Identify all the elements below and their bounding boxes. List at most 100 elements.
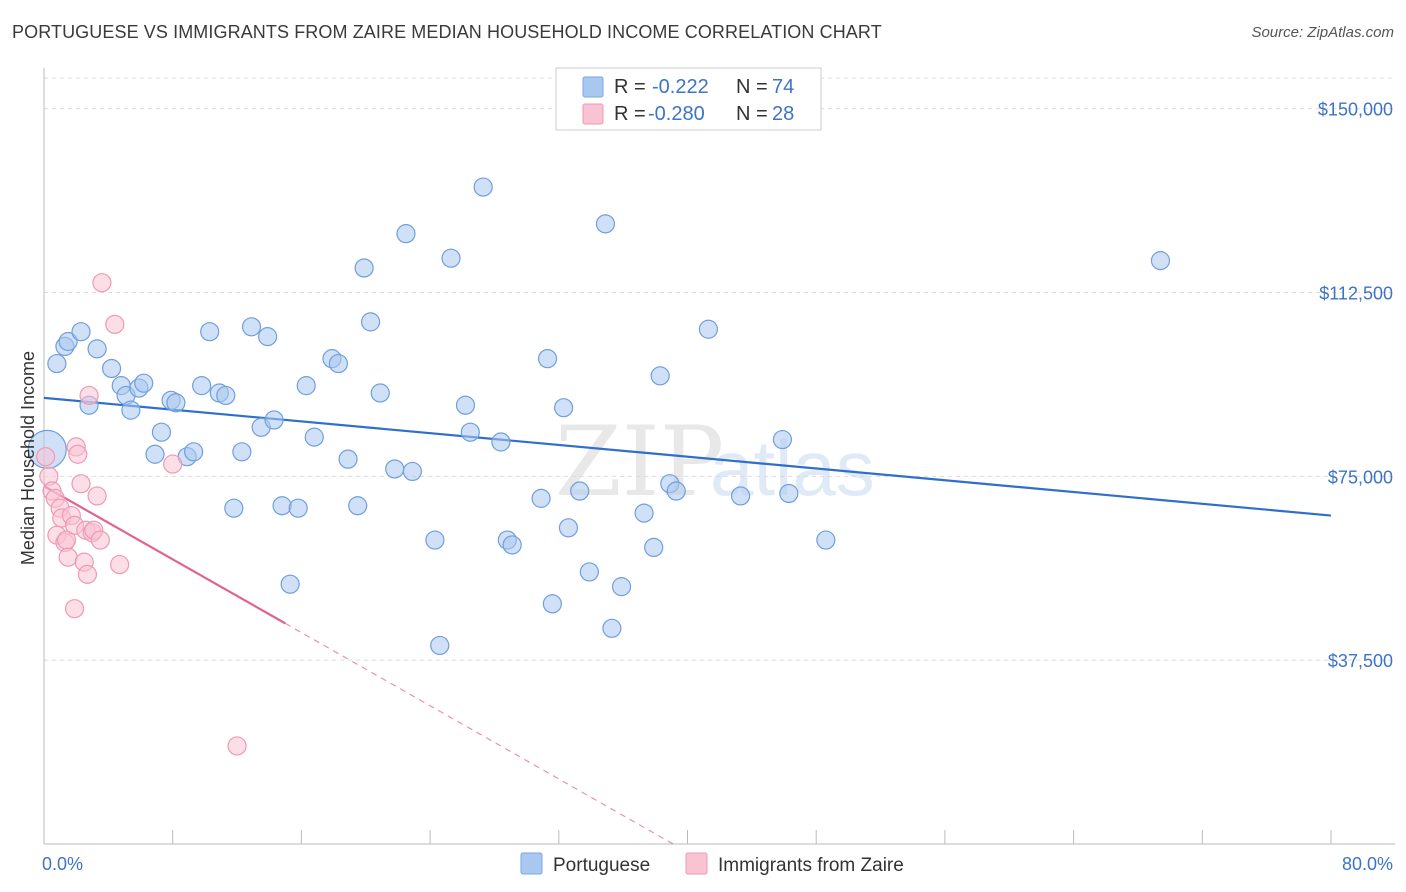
point-portuguese xyxy=(192,376,212,396)
trend-line-portuguese xyxy=(43,396,1332,517)
point-portuguese xyxy=(354,258,374,278)
point-portuguese xyxy=(232,442,252,462)
x-tick-labels: 0.0% 80.0% xyxy=(42,854,1393,874)
bottom-legend: Portuguese Immigrants from Zaire xyxy=(520,852,904,876)
legend-n-label: N = xyxy=(736,103,768,125)
legend-swatch-portuguese xyxy=(582,76,604,98)
point-portuguese xyxy=(579,562,599,582)
point-zaire xyxy=(105,314,125,334)
point-zaire xyxy=(36,447,56,467)
watermark-zip: ZIP xyxy=(555,406,724,518)
chart-title: PORTUGUESE VS IMMIGRANTS FROM ZAIRE MEDI… xyxy=(12,22,882,42)
y-tick-label: $112,500 xyxy=(1319,283,1393,303)
point-portuguese xyxy=(370,383,390,403)
point-portuguese xyxy=(558,518,579,538)
y-tick-label: $150,000 xyxy=(1318,100,1393,120)
point-portuguese xyxy=(134,373,154,393)
legend-n-label: N = xyxy=(736,76,768,98)
point-portuguese xyxy=(264,410,284,430)
point-portuguese xyxy=(402,461,423,482)
legend-box: R = -0.222 N = 74 R = -0.280 N = 28 xyxy=(555,67,822,131)
point-portuguese xyxy=(224,498,244,518)
point-portuguese xyxy=(71,322,91,342)
point-portuguese xyxy=(537,349,558,369)
point-portuguese xyxy=(772,429,793,450)
point-portuguese xyxy=(473,177,493,197)
point-portuguese xyxy=(151,422,172,442)
point-portuguese xyxy=(441,248,461,268)
point-portuguese xyxy=(650,366,670,386)
point-portuguese xyxy=(328,353,349,374)
point-portuguese xyxy=(272,496,292,516)
point-portuguese xyxy=(296,376,316,396)
point-portuguese xyxy=(338,449,358,469)
point-zaire xyxy=(64,599,85,619)
point-portuguese xyxy=(430,635,450,656)
point-portuguese xyxy=(611,577,632,597)
point-portuguese xyxy=(602,618,622,638)
point-zaire xyxy=(87,486,107,506)
point-portuguese xyxy=(644,537,664,558)
y-tick-label: $37,500 xyxy=(1328,651,1393,671)
point-portuguese xyxy=(101,358,122,379)
point-zaire xyxy=(227,736,247,756)
point-zaire xyxy=(77,564,98,584)
point-zaire xyxy=(92,273,112,293)
legend-swatch-zaire xyxy=(582,103,604,125)
point-portuguese xyxy=(455,395,476,415)
point-portuguese xyxy=(460,422,480,442)
point-portuguese xyxy=(216,385,236,406)
point-portuguese xyxy=(491,432,511,452)
point-portuguese xyxy=(304,427,324,447)
point-portuguese xyxy=(570,481,590,501)
point-portuguese xyxy=(816,530,836,550)
point-portuguese xyxy=(58,331,78,352)
point-portuguese xyxy=(200,322,220,342)
trend-lines xyxy=(43,396,1332,845)
point-portuguese xyxy=(145,444,165,464)
point-portuguese xyxy=(425,530,445,550)
grid-lines xyxy=(44,77,1395,661)
point-portuguese xyxy=(554,398,574,418)
legend-r-value: -0.280 xyxy=(648,103,705,125)
point-portuguese xyxy=(542,594,562,614)
data-points xyxy=(27,177,1171,756)
point-portuguese xyxy=(258,327,278,347)
bottom-legend-swatch-portuguese xyxy=(520,852,543,875)
point-portuguese xyxy=(184,442,204,462)
point-portuguese xyxy=(531,488,551,508)
legend-r-value: -0.222 xyxy=(652,76,709,98)
watermark: ZIP atlas xyxy=(555,406,875,518)
source-label: Source: ZipAtlas.com xyxy=(1251,24,1394,41)
point-zaire xyxy=(163,454,183,474)
point-portuguese xyxy=(241,317,262,337)
y-tick-labels: $37,500 $75,000 $112,500 $150,000 xyxy=(1318,100,1393,672)
point-portuguese xyxy=(166,393,186,413)
point-portuguese xyxy=(360,312,381,332)
point-portuguese xyxy=(1150,251,1171,271)
point-portuguese xyxy=(121,400,141,420)
trend-line-zaire xyxy=(43,485,286,625)
point-portuguese xyxy=(87,339,107,359)
bottom-legend-swatch-zaire xyxy=(685,852,708,875)
y-tick-label: $75,000 xyxy=(1328,467,1393,487)
point-portuguese xyxy=(385,459,405,479)
point-zaire xyxy=(58,547,78,567)
point-zaire xyxy=(79,385,99,406)
legend-n-value: 74 xyxy=(772,76,794,98)
point-zaire xyxy=(110,554,130,575)
x-tick-label: 0.0% xyxy=(42,854,83,874)
point-portuguese xyxy=(502,535,522,555)
point-portuguese xyxy=(47,353,67,374)
y-axis-label: Median Household Income xyxy=(18,351,38,565)
point-zaire xyxy=(90,530,110,550)
point-portuguese xyxy=(280,574,300,594)
trend-line-zaire-extension xyxy=(285,622,674,845)
point-portuguese xyxy=(396,224,416,244)
point-portuguese xyxy=(595,214,616,234)
point-zaire xyxy=(68,444,88,464)
bottom-legend-label-zaire: Immigrants from Zaire xyxy=(718,855,904,876)
legend-r-label: R = xyxy=(614,76,646,98)
point-portuguese xyxy=(779,483,799,504)
